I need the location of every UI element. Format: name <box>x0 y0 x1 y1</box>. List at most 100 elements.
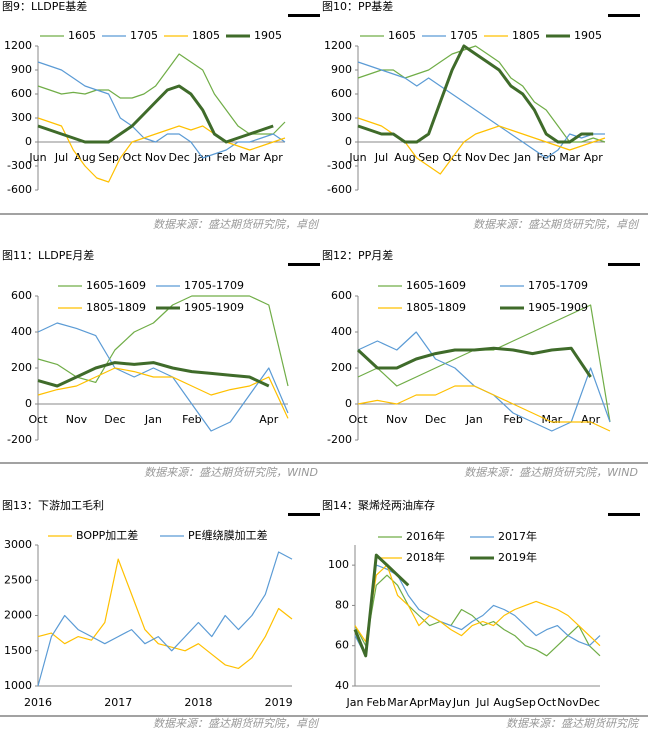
x-tick-label: Feb <box>367 696 386 709</box>
legend-label: 1605-1609 <box>86 279 146 292</box>
legend-label: 2017年 <box>498 529 537 543</box>
y-tick-label: 600 <box>11 87 32 100</box>
legend-label: 1605 <box>388 29 416 42</box>
source-note: 数据来源：盛达期货研究院，卓创 <box>473 218 640 231</box>
x-tick-label: Sep <box>515 696 536 709</box>
y-tick-label: 400 <box>11 325 32 338</box>
source-note: 数据来源：盛达期货研究院，卓创 <box>153 218 320 231</box>
x-tick-label: Aug <box>394 151 415 164</box>
y-tick-label: -600 <box>327 183 352 196</box>
series-line <box>357 385 611 432</box>
x-tick-label: Jan <box>346 696 364 709</box>
x-tick-label: May <box>429 696 452 709</box>
y-tick-label: 200 <box>331 361 352 374</box>
legend-label: 1905 <box>574 29 602 42</box>
y-tick-label: 300 <box>11 111 32 124</box>
x-tick-label: Feb <box>503 413 522 426</box>
y-tick-label: 900 <box>331 63 352 76</box>
x-tick-label: Feb <box>182 413 201 426</box>
x-tick-label: Dec <box>488 151 509 164</box>
series-line <box>357 44 594 144</box>
x-tick-label: Apr <box>264 151 284 164</box>
y-tick-label: 3000 <box>4 538 32 551</box>
y-tick-label: -300 <box>327 159 352 172</box>
legend-label: 2016年 <box>406 529 445 543</box>
x-tick-label: Jun <box>348 151 366 164</box>
legend-label: 1705-1709 <box>184 279 244 292</box>
y-tick-label: 1500 <box>4 644 32 657</box>
x-tick-label: Feb <box>216 151 235 164</box>
y-tick-label: 600 <box>331 289 352 302</box>
x-tick-label: Nov <box>465 151 487 164</box>
x-tick-label: Oct <box>537 696 557 709</box>
x-tick-label: Oct <box>348 413 368 426</box>
x-tick-label: Oct <box>123 151 143 164</box>
series-line <box>37 61 286 159</box>
legend-label: 2018年 <box>406 550 445 564</box>
title-bar <box>608 14 640 17</box>
x-tick-label: Aug <box>493 696 514 709</box>
series-line <box>37 117 286 183</box>
y-tick-label: 60 <box>335 639 349 652</box>
y-tick-label: 1200 <box>324 39 352 52</box>
y-tick-label: 2500 <box>4 573 32 586</box>
x-tick-label: Apr <box>584 151 604 164</box>
title-bar <box>288 513 320 516</box>
legend-label: 1905-1909 <box>528 301 588 314</box>
title-bar <box>608 263 640 266</box>
x-tick-label: Mar <box>559 151 580 164</box>
legend-label: 1905-1909 <box>184 301 244 314</box>
series-line <box>357 61 605 159</box>
x-tick-label: Nov <box>557 696 579 709</box>
x-tick-label: Apr <box>259 413 279 426</box>
x-tick-label: 2019 <box>265 696 293 709</box>
x-tick-label: Jan <box>465 413 483 426</box>
x-tick-label: Jul <box>54 151 68 164</box>
source-note: 数据来源：盛达期货研究院，WIND <box>464 466 638 479</box>
x-tick-label: Dec <box>104 413 125 426</box>
x-tick-label: Apr <box>409 696 429 709</box>
series-line <box>37 84 274 144</box>
series-line <box>37 53 286 135</box>
x-tick-label: 2018 <box>184 696 212 709</box>
x-tick-label: Jun <box>452 696 470 709</box>
y-tick-label: -300 <box>7 159 32 172</box>
legend-label: PE缠绕膜加工差 <box>188 528 268 542</box>
x-tick-label: Jul <box>374 151 388 164</box>
y-tick-label: 40 <box>335 679 349 692</box>
source-note: 数据来源：盛达期货研究院，卓创 <box>153 717 320 730</box>
x-tick-label: Apr <box>581 413 601 426</box>
series-line <box>37 551 293 687</box>
legend-label: 1605-1609 <box>406 279 466 292</box>
series-line <box>353 553 410 658</box>
series-line <box>357 117 606 175</box>
x-tick-label: Mar <box>541 413 562 426</box>
legend-label: BOPP加工差 <box>76 528 138 542</box>
series-line <box>357 45 606 143</box>
y-tick-label: 900 <box>11 63 32 76</box>
legend-label: 1705 <box>130 29 158 42</box>
x-tick-label: Dec <box>425 413 446 426</box>
x-tick-label: Jan <box>513 151 531 164</box>
series-line <box>37 322 289 432</box>
y-tick-label: -200 <box>7 433 32 446</box>
legend-label: 1805 <box>192 29 220 42</box>
source-note: 数据来源：盛达期货研究院，WIND <box>144 466 318 479</box>
y-tick-label: 2000 <box>4 609 32 622</box>
y-tick-label: 80 <box>335 598 349 611</box>
y-tick-label: 0 <box>25 397 32 410</box>
legend-label: 1705-1709 <box>528 279 588 292</box>
title-bar <box>288 14 320 17</box>
y-tick-label: 600 <box>11 289 32 302</box>
series-line <box>354 564 601 647</box>
legend-label: 1605 <box>68 29 96 42</box>
x-tick-label: Dec <box>579 696 600 709</box>
y-tick-label: -200 <box>327 433 352 446</box>
y-tick-label: 300 <box>331 111 352 124</box>
x-tick-label: Jul <box>475 696 489 709</box>
y-tick-label: 200 <box>11 361 32 374</box>
y-tick-label: 0 <box>345 397 352 410</box>
x-tick-label: Oct <box>28 413 48 426</box>
legend-label: 2019年 <box>498 550 537 564</box>
